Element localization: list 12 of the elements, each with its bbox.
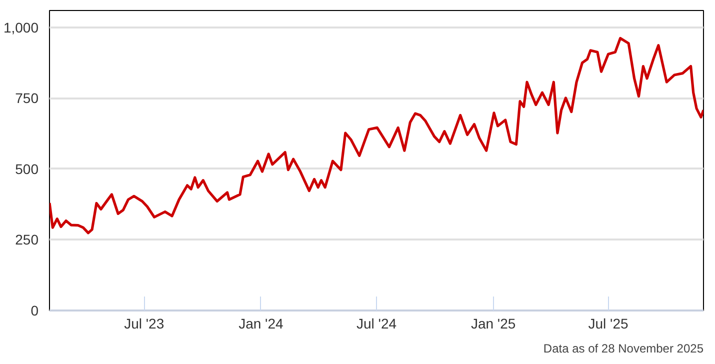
y-tick-label: 500 <box>15 160 39 177</box>
text: Data as of 28 November 2025 <box>543 342 704 356</box>
x-tick-label: Jan '24 <box>238 316 284 332</box>
x-tick-label: Jan '25 <box>470 316 516 332</box>
y-tick-label: 1,000 <box>3 19 39 36</box>
y-tick-label: 0 <box>30 302 39 318</box>
x-tick-label: Jul '24 <box>356 316 397 332</box>
x-tick-label: Jul '25 <box>588 316 628 332</box>
y-tick-label: 250 <box>15 232 39 248</box>
y-tick-label: 750 <box>15 90 39 106</box>
x-tick-label: Jul '23 <box>124 316 164 332</box>
line-series <box>50 36 704 234</box>
